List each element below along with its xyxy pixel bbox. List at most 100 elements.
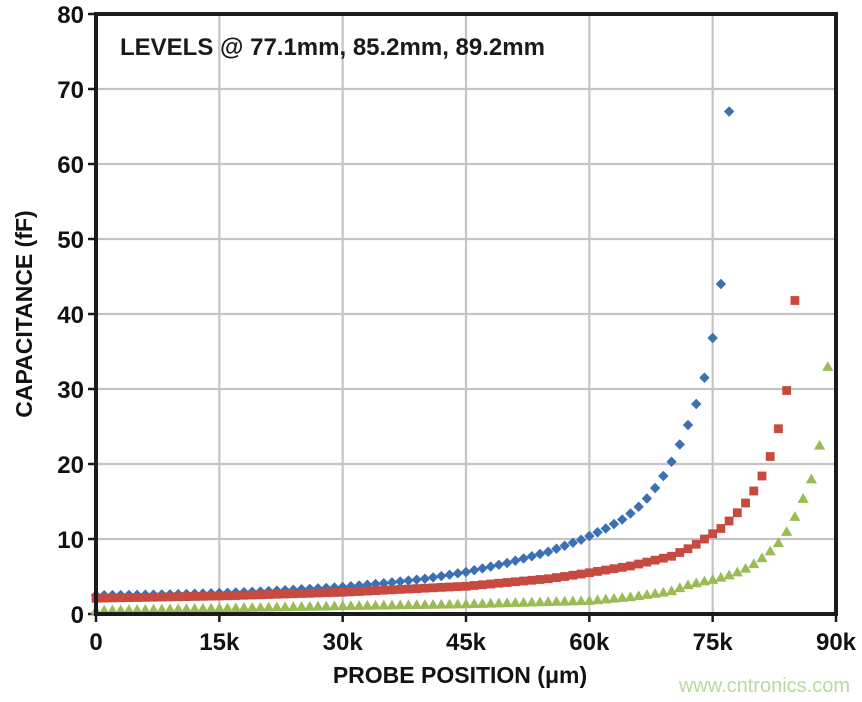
data-point [468, 598, 480, 609]
data-point [518, 553, 529, 564]
data-point [764, 545, 776, 556]
data-point [568, 570, 578, 580]
data-point [419, 573, 431, 584]
data-point [337, 600, 349, 611]
data-point [608, 518, 620, 530]
data-point [609, 564, 619, 574]
data-point [485, 597, 497, 608]
data-point [221, 602, 234, 613]
data-point [445, 582, 454, 592]
data-point [223, 591, 232, 601]
data-point [246, 602, 258, 612]
data-point [149, 592, 158, 602]
data-point [305, 588, 315, 598]
data-point [782, 386, 792, 395]
data-point [781, 526, 793, 536]
x-tick-label: 45k [446, 629, 487, 656]
data-point [822, 361, 834, 371]
data-point [238, 602, 250, 612]
data-point [707, 332, 718, 344]
data-point [510, 555, 521, 566]
data-point [575, 595, 587, 606]
data-point [371, 586, 380, 596]
data-point [691, 539, 701, 549]
data-point [519, 576, 528, 586]
data-point [617, 514, 628, 525]
data-point [157, 592, 167, 602]
data-point [354, 587, 364, 596]
data-point [328, 600, 341, 611]
data-point [633, 501, 644, 512]
data-point [353, 600, 365, 610]
data-point [172, 603, 184, 614]
data-point [591, 594, 604, 605]
data-point [477, 563, 488, 574]
chart-annotation: LEVELS @ 77.1mm, 85.2mm, 89.2mm [120, 34, 545, 61]
data-point [683, 544, 693, 554]
data-point [156, 603, 168, 614]
data-point [436, 570, 447, 582]
data-point [362, 586, 372, 596]
data-point [526, 551, 537, 562]
data-point [666, 456, 677, 467]
data-point [182, 592, 191, 601]
data-point [634, 559, 644, 569]
y-tick-label: 20 [57, 452, 84, 479]
data-point [452, 598, 464, 609]
data-point [460, 598, 472, 609]
data-point [369, 599, 382, 610]
data-point [658, 470, 669, 482]
data-point [633, 590, 645, 601]
data-point [132, 593, 142, 602]
data-point [116, 593, 126, 603]
data-point [584, 568, 594, 578]
data-point [674, 439, 685, 450]
data-point [641, 493, 653, 504]
data-point [723, 569, 735, 580]
data-point [534, 596, 546, 607]
data-point [213, 602, 225, 613]
data-point [789, 511, 801, 521]
data-point [626, 561, 635, 571]
data-point [469, 565, 480, 576]
data-point [205, 602, 217, 613]
watermark: www.cntronics.com [678, 675, 850, 697]
gridlines [96, 14, 836, 614]
data-point [131, 604, 143, 614]
data-point [748, 558, 760, 569]
x-tick-label: 30k [323, 629, 364, 656]
data-point [452, 568, 463, 579]
data-point [402, 599, 415, 610]
data-point [378, 599, 390, 610]
data-point [313, 588, 323, 598]
data-point [649, 482, 661, 494]
data-point [99, 593, 109, 603]
y-tick-label: 10 [57, 527, 84, 554]
data-point [675, 548, 685, 557]
data-point [115, 604, 127, 615]
data-point [271, 601, 283, 612]
y-tick-label: 60 [57, 152, 84, 179]
data-point [559, 595, 571, 606]
data-point [338, 587, 348, 597]
data-point [509, 597, 521, 607]
data-point [321, 588, 331, 598]
y-tick-label: 80 [57, 2, 84, 29]
data-point [502, 578, 512, 587]
data-series [90, 106, 834, 615]
y-tick-label: 70 [57, 77, 84, 104]
data-point [361, 599, 373, 610]
data-point [542, 596, 554, 607]
plot-frame [94, 12, 838, 616]
data-point [279, 601, 291, 612]
data-point [625, 508, 636, 519]
data-point [460, 566, 472, 578]
data-point [732, 508, 742, 518]
data-point [665, 585, 678, 596]
data-point [330, 588, 339, 597]
data-point [329, 582, 340, 593]
data-point [739, 562, 752, 573]
data-point [312, 583, 324, 594]
data-point [708, 529, 718, 539]
